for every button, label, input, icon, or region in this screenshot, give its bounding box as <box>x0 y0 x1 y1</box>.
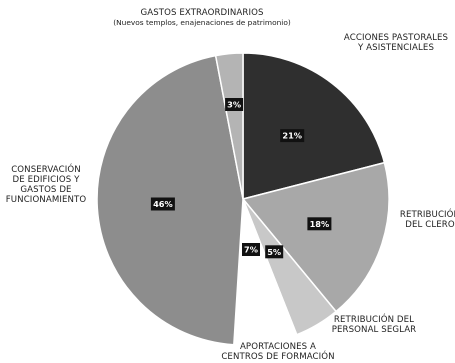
label-retribucion-personal-seglar: RETRIBUCIÓN DEL PERSONAL SEGLAR <box>332 313 417 335</box>
percent-badge: 21% <box>280 129 305 143</box>
percent-badges: 21% 18% 5% 7% 46% 3% <box>150 98 332 259</box>
pie-slices <box>96 52 390 346</box>
label-line: CENTROS DE FORMACIÓN <box>221 350 334 362</box>
percent-badge: 18% <box>307 217 332 231</box>
label-aportaciones-centros: APORTACIONES A CENTROS DE FORMACIÓN <box>221 342 334 362</box>
label-line: RETRIBUCIÓN DEL <box>334 313 414 325</box>
label-line: RETRIBUCIÓN <box>400 208 455 220</box>
label-line: GASTOS EXTRAORDINARIOS <box>140 8 263 18</box>
label-line: FUNCIONAMIENTO <box>6 195 87 205</box>
label-retribucion-clero: RETRIBUCIÓN DEL CLERO <box>400 208 455 230</box>
label-conservacion-edificios: CONSERVACIÓN DE EDIFICIOS Y GASTOS DE FU… <box>6 163 87 205</box>
label-line: PERSONAL SEGLAR <box>332 325 417 335</box>
label-sub: (Nuevos templos, enajenaciones de patrim… <box>113 18 291 27</box>
label-line: APORTACIONES A <box>240 342 316 352</box>
percent-label: 46% <box>153 199 173 209</box>
percent-label: 18% <box>310 219 330 229</box>
label-line: CONSERVACIÓN <box>11 163 81 175</box>
percent-label: 7% <box>244 245 258 255</box>
label-line: DEL CLERO <box>405 220 455 230</box>
pie-slice <box>242 52 386 200</box>
percent-badge: 5% <box>265 245 284 259</box>
percent-badge-bg <box>225 98 244 111</box>
percent-badge-bg <box>307 217 332 231</box>
label-line: Y ASISTENCIALES <box>357 43 434 53</box>
percent-badge: 7% <box>242 243 260 256</box>
percent-badge-bg <box>280 129 305 143</box>
label-gastos-extraordinarios: GASTOS EXTRAORDINARIOS (Nuevos templos, … <box>113 8 291 27</box>
percent-badge-bg <box>242 243 260 256</box>
percent-badge-bg <box>265 245 284 259</box>
percent-label: 3% <box>227 100 241 110</box>
percent-label: 5% <box>267 247 281 257</box>
label-line: ACCIONES PASTORALES <box>344 33 448 43</box>
percent-label: 21% <box>282 131 302 141</box>
label-line: DE EDIFICIOS Y <box>13 175 81 185</box>
percent-badge-bg <box>150 197 175 211</box>
percent-badge: 3% <box>225 98 244 111</box>
pie-slice <box>214 52 244 200</box>
label-acciones-pastorales: ACCIONES PASTORALES Y ASISTENCIALES <box>344 33 448 53</box>
label-line: GASTOS DE <box>20 185 71 195</box>
pie-slice <box>241 161 390 313</box>
percent-badge: 46% <box>150 197 175 211</box>
